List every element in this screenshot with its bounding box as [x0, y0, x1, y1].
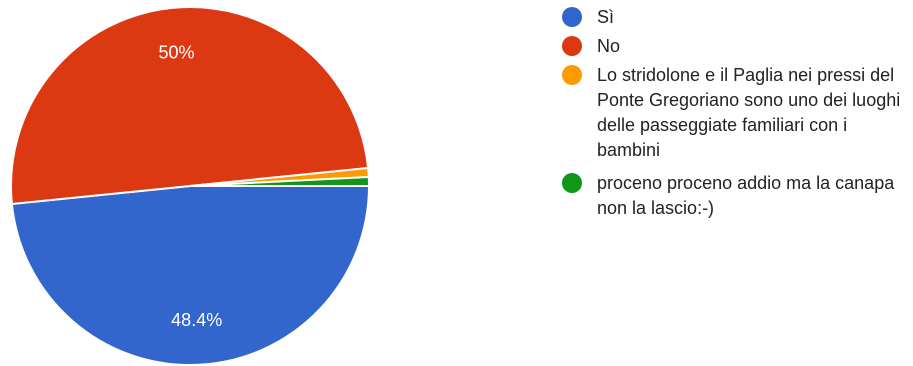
legend-swatch-stridolone — [562, 65, 582, 85]
legend-label-si: Sì — [597, 7, 615, 27]
chart-legend: Sì No Lo stridolone e il Paglia nei pres… — [562, 5, 907, 229]
legend-swatch-si — [562, 7, 582, 27]
legend-label-stridolone: Lo stridolone e il Paglia nei pressi del… — [597, 65, 901, 160]
legend-label-no: No — [597, 36, 621, 56]
legend-swatch-proceno — [562, 173, 582, 193]
pie-label-no: 50% — [158, 42, 194, 62]
pie-label-si: 48.4% — [171, 310, 222, 330]
legend-item-si[interactable]: Sì — [562, 5, 907, 30]
pie-slice-proceno[interactable] — [189, 175, 371, 187]
legend-label-proceno: proceno proceno addio ma la canapa non l… — [597, 173, 895, 218]
legend-item-stridolone[interactable]: Lo stridolone e il Paglia nei pressi del… — [562, 63, 907, 163]
pie-slice-si[interactable] — [10, 185, 371, 366]
legend-item-no[interactable]: No — [562, 34, 907, 59]
legend-item-proceno[interactable]: proceno proceno addio ma la canapa non l… — [562, 171, 907, 221]
pie-slices — [10, 6, 371, 366]
pie-slice-no[interactable] — [10, 6, 370, 206]
pie-data-labels: 48.4% 50% — [158, 42, 222, 330]
legend-swatch-no — [562, 36, 582, 56]
